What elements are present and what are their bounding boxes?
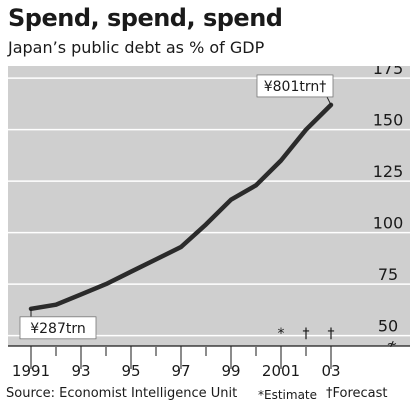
annotation-leader <box>326 96 332 106</box>
x-tick-label: 99 <box>221 362 240 380</box>
y-tick-label: 75 <box>378 265 398 284</box>
annotation-label: ¥801trn† <box>264 79 327 95</box>
y-tick-label: 100 <box>373 214 404 233</box>
forecast-footnote: †Forecast <box>326 386 388 401</box>
forecast-marker: † <box>303 326 310 342</box>
plot-background <box>8 66 410 346</box>
annotation-box <box>19 316 97 340</box>
x-tick-label: 95 <box>121 362 140 380</box>
y-tick-label: 125 <box>373 162 404 181</box>
y-tick-label: 50 <box>378 317 398 336</box>
annotation-label: ¥287trn <box>30 321 86 337</box>
y-tick-label: 150 <box>373 111 404 130</box>
x-tick-label: 1991 <box>12 362 50 380</box>
forecast-marker: † <box>328 326 335 342</box>
axis-break-symbol: ≁ <box>387 337 398 352</box>
series-line <box>28 102 334 312</box>
x-tick-label: 93 <box>71 362 90 380</box>
chart-svg: 50 75 100 125 150 175 1991 93 95 97 99 2001 03 ≁ ¥287t… <box>8 66 410 380</box>
y-tick-label: 175 <box>373 66 404 78</box>
x-tick-label: 97 <box>171 362 190 380</box>
chart-title: Spend, spend, spend <box>8 4 283 32</box>
source-note: Source: Economist Intelligence Unit <box>6 386 238 401</box>
chart-subtitle: Japan’s public debt as % of GDP <box>8 38 265 57</box>
x-tick-label: 2001 <box>262 362 300 380</box>
estimate-marker: * <box>278 326 285 342</box>
x-tick-label: 03 <box>321 362 340 380</box>
annotation-box <box>256 74 334 98</box>
estimate-footnote: *Estimate <box>258 388 318 402</box>
